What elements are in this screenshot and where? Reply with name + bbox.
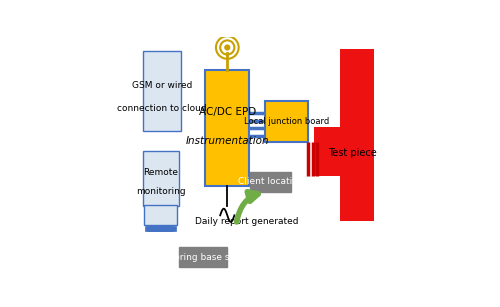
Text: AC/DC EPD: AC/DC EPD	[198, 107, 256, 118]
Bar	[206, 70, 249, 186]
Text: Client location: Client location	[238, 177, 303, 186]
Circle shape	[225, 45, 230, 50]
Bar	[149, 227, 170, 231]
Bar	[143, 151, 180, 206]
Text: monitoring: monitoring	[136, 187, 186, 196]
Text: Local junction board: Local junction board	[244, 117, 329, 126]
Bar	[145, 227, 176, 231]
Text: Daily report generated: Daily report generated	[195, 217, 298, 226]
Bar	[264, 101, 308, 142]
Bar	[250, 172, 290, 192]
Bar	[143, 51, 180, 131]
Bar	[340, 49, 374, 221]
Text: connection to cloud: connection to cloud	[117, 104, 206, 114]
Bar	[180, 247, 226, 267]
Text: GSM or wired: GSM or wired	[132, 81, 192, 90]
Bar	[144, 205, 177, 225]
Bar	[147, 227, 173, 231]
Text: Remote: Remote	[144, 168, 178, 177]
Text: Test piece: Test piece	[328, 148, 376, 158]
Text: Monitoring base station: Monitoring base station	[150, 253, 256, 262]
Bar	[314, 127, 374, 176]
Text: Instrumentation: Instrumentation	[186, 136, 269, 146]
